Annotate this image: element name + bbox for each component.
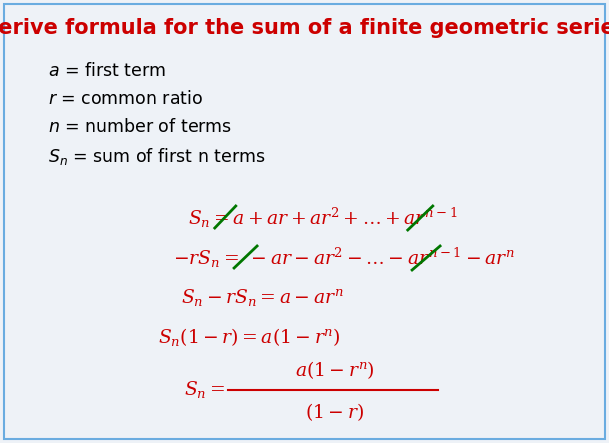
Text: $(1-r)$: $(1-r)$ <box>306 401 364 423</box>
Text: $S_n = a + ar + ar^2 + \ldots + ar^{n-1}$: $S_n = a + ar + ar^2 + \ldots + ar^{n-1}… <box>188 206 457 230</box>
Text: $r$ = common ratio: $r$ = common ratio <box>48 90 203 108</box>
Text: $S_n - rS_n = a - ar^n$: $S_n - rS_n = a - ar^n$ <box>180 288 343 308</box>
Text: $-rS_n =\; -ar - ar^2 - \ldots - ar^{n-1} - ar^n$: $-rS_n =\; -ar - ar^2 - \ldots - ar^{n-1… <box>173 246 515 270</box>
Text: Derive formula for the sum of a finite geometric series: Derive formula for the sum of a finite g… <box>0 18 609 38</box>
Text: $a$ = first term: $a$ = first term <box>48 62 166 80</box>
Text: $S_n(1-r) = a(1-r^n)$: $S_n(1-r) = a(1-r^n)$ <box>158 326 341 348</box>
Text: $S_n =$: $S_n =$ <box>185 380 225 400</box>
Text: $n$ = number of terms: $n$ = number of terms <box>48 118 232 136</box>
Text: $S_n$ = sum of first n terms: $S_n$ = sum of first n terms <box>48 146 266 167</box>
Text: $a(1-r^n)$: $a(1-r^n)$ <box>295 359 375 381</box>
FancyBboxPatch shape <box>4 4 605 439</box>
